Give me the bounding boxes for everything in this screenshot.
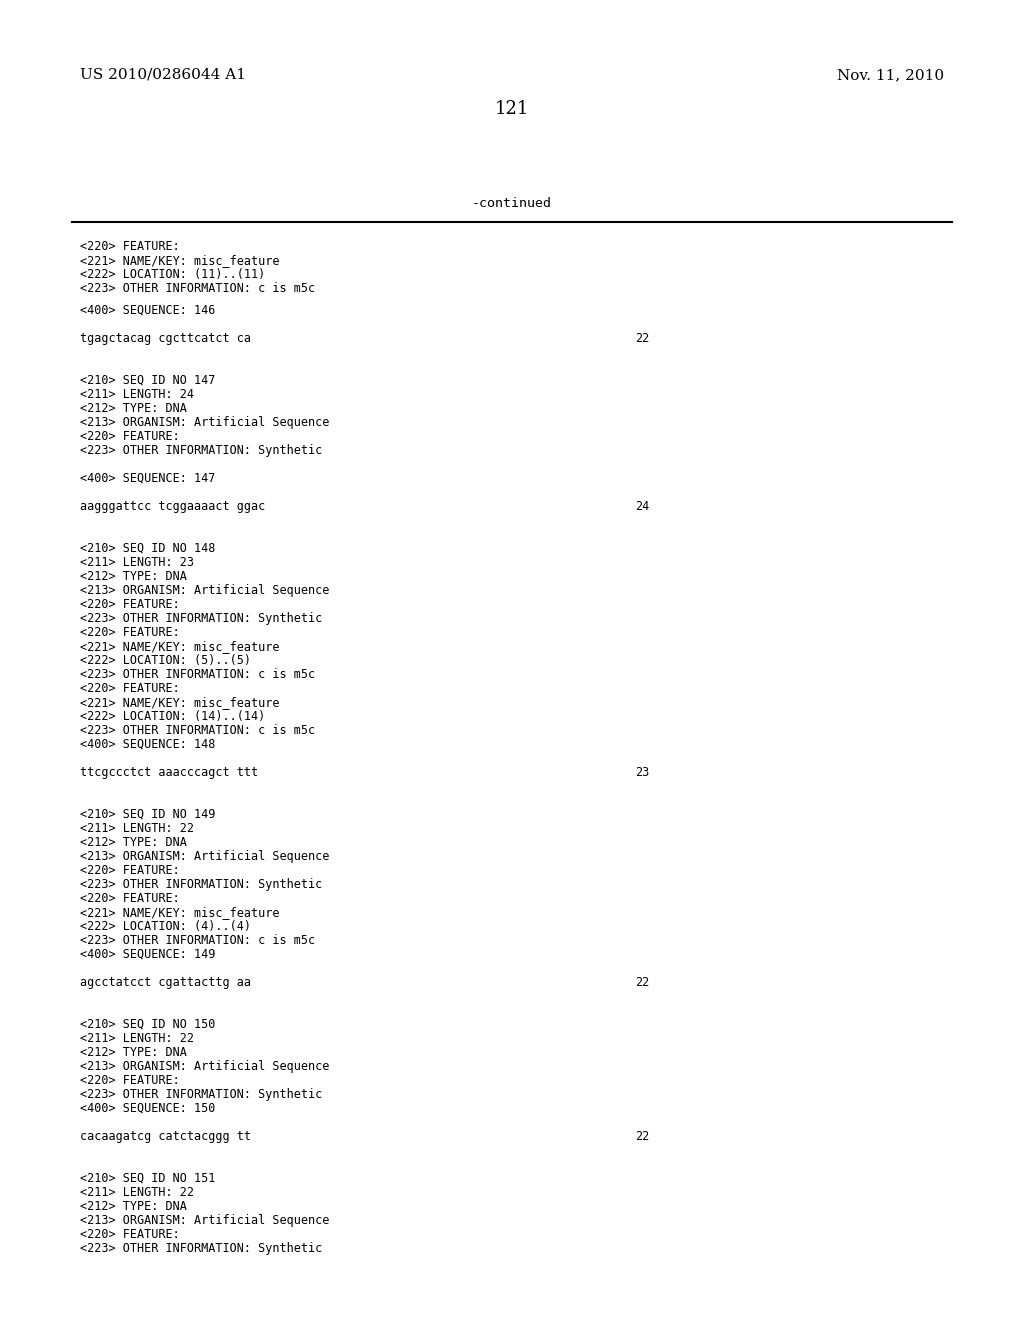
Text: <223> OTHER INFORMATION: Synthetic: <223> OTHER INFORMATION: Synthetic	[80, 1088, 323, 1101]
Text: <212> TYPE: DNA: <212> TYPE: DNA	[80, 403, 186, 414]
Text: <400> SEQUENCE: 149: <400> SEQUENCE: 149	[80, 948, 215, 961]
Text: <400> SEQUENCE: 150: <400> SEQUENCE: 150	[80, 1102, 215, 1115]
Text: US 2010/0286044 A1: US 2010/0286044 A1	[80, 69, 246, 82]
Text: <220> FEATURE:: <220> FEATURE:	[80, 626, 180, 639]
Text: <223> OTHER INFORMATION: Synthetic: <223> OTHER INFORMATION: Synthetic	[80, 878, 323, 891]
Text: <212> TYPE: DNA: <212> TYPE: DNA	[80, 570, 186, 583]
Text: <213> ORGANISM: Artificial Sequence: <213> ORGANISM: Artificial Sequence	[80, 850, 330, 863]
Text: <222> LOCATION: (11)..(11): <222> LOCATION: (11)..(11)	[80, 268, 265, 281]
Text: Nov. 11, 2010: Nov. 11, 2010	[837, 69, 944, 82]
Text: <223> OTHER INFORMATION: c is m5c: <223> OTHER INFORMATION: c is m5c	[80, 282, 315, 294]
Text: <211> LENGTH: 24: <211> LENGTH: 24	[80, 388, 194, 401]
Text: <210> SEQ ID NO 151: <210> SEQ ID NO 151	[80, 1172, 215, 1185]
Text: <223> OTHER INFORMATION: Synthetic: <223> OTHER INFORMATION: Synthetic	[80, 612, 323, 624]
Text: <220> FEATURE:: <220> FEATURE:	[80, 1074, 180, 1086]
Text: 121: 121	[495, 100, 529, 117]
Text: <221> NAME/KEY: misc_feature: <221> NAME/KEY: misc_feature	[80, 640, 280, 653]
Text: 23: 23	[635, 766, 649, 779]
Text: <220> FEATURE:: <220> FEATURE:	[80, 430, 180, 444]
Text: ttcgccctct aaacccagct ttt: ttcgccctct aaacccagct ttt	[80, 766, 258, 779]
Text: <211> LENGTH: 23: <211> LENGTH: 23	[80, 556, 194, 569]
Text: <212> TYPE: DNA: <212> TYPE: DNA	[80, 836, 186, 849]
Text: <222> LOCATION: (5)..(5): <222> LOCATION: (5)..(5)	[80, 653, 251, 667]
Text: 24: 24	[635, 500, 649, 513]
Text: cacaagatcg catctacggg tt: cacaagatcg catctacggg tt	[80, 1130, 251, 1143]
Text: 22: 22	[635, 975, 649, 989]
Text: <220> FEATURE:: <220> FEATURE:	[80, 598, 180, 611]
Text: <223> OTHER INFORMATION: Synthetic: <223> OTHER INFORMATION: Synthetic	[80, 1242, 323, 1255]
Text: <220> FEATURE:: <220> FEATURE:	[80, 682, 180, 696]
Text: <210> SEQ ID NO 150: <210> SEQ ID NO 150	[80, 1018, 215, 1031]
Text: <212> TYPE: DNA: <212> TYPE: DNA	[80, 1200, 186, 1213]
Text: <400> SEQUENCE: 147: <400> SEQUENCE: 147	[80, 473, 215, 484]
Text: agcctatcct cgattacttg aa: agcctatcct cgattacttg aa	[80, 975, 251, 989]
Text: -continued: -continued	[472, 197, 552, 210]
Text: <400> SEQUENCE: 148: <400> SEQUENCE: 148	[80, 738, 215, 751]
Text: <222> LOCATION: (4)..(4): <222> LOCATION: (4)..(4)	[80, 920, 251, 933]
Text: 22: 22	[635, 1130, 649, 1143]
Text: <210> SEQ ID NO 147: <210> SEQ ID NO 147	[80, 374, 215, 387]
Text: <213> ORGANISM: Artificial Sequence: <213> ORGANISM: Artificial Sequence	[80, 416, 330, 429]
Text: <221> NAME/KEY: misc_feature: <221> NAME/KEY: misc_feature	[80, 696, 280, 709]
Text: <211> LENGTH: 22: <211> LENGTH: 22	[80, 1185, 194, 1199]
Text: <223> OTHER INFORMATION: Synthetic: <223> OTHER INFORMATION: Synthetic	[80, 444, 323, 457]
Text: <210> SEQ ID NO 149: <210> SEQ ID NO 149	[80, 808, 215, 821]
Text: tgagctacag cgcttcatct ca: tgagctacag cgcttcatct ca	[80, 333, 251, 345]
Text: <220> FEATURE:: <220> FEATURE:	[80, 1228, 180, 1241]
Text: <213> ORGANISM: Artificial Sequence: <213> ORGANISM: Artificial Sequence	[80, 1060, 330, 1073]
Text: <400> SEQUENCE: 146: <400> SEQUENCE: 146	[80, 304, 215, 317]
Text: <213> ORGANISM: Artificial Sequence: <213> ORGANISM: Artificial Sequence	[80, 1214, 330, 1228]
Text: <223> OTHER INFORMATION: c is m5c: <223> OTHER INFORMATION: c is m5c	[80, 668, 315, 681]
Text: aagggattcc tcggaaaact ggac: aagggattcc tcggaaaact ggac	[80, 500, 265, 513]
Text: <223> OTHER INFORMATION: c is m5c: <223> OTHER INFORMATION: c is m5c	[80, 723, 315, 737]
Text: <220> FEATURE:: <220> FEATURE:	[80, 240, 180, 253]
Text: <210> SEQ ID NO 148: <210> SEQ ID NO 148	[80, 543, 215, 554]
Text: <220> FEATURE:: <220> FEATURE:	[80, 865, 180, 876]
Text: <211> LENGTH: 22: <211> LENGTH: 22	[80, 1032, 194, 1045]
Text: <223> OTHER INFORMATION: c is m5c: <223> OTHER INFORMATION: c is m5c	[80, 935, 315, 946]
Text: <213> ORGANISM: Artificial Sequence: <213> ORGANISM: Artificial Sequence	[80, 583, 330, 597]
Text: <211> LENGTH: 22: <211> LENGTH: 22	[80, 822, 194, 836]
Text: <212> TYPE: DNA: <212> TYPE: DNA	[80, 1045, 186, 1059]
Text: <222> LOCATION: (14)..(14): <222> LOCATION: (14)..(14)	[80, 710, 265, 723]
Text: <220> FEATURE:: <220> FEATURE:	[80, 892, 180, 906]
Text: 22: 22	[635, 333, 649, 345]
Text: <221> NAME/KEY: misc_feature: <221> NAME/KEY: misc_feature	[80, 253, 280, 267]
Text: <221> NAME/KEY: misc_feature: <221> NAME/KEY: misc_feature	[80, 906, 280, 919]
